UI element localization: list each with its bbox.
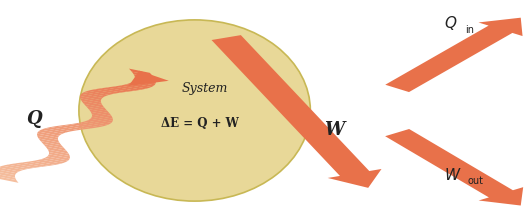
Polygon shape xyxy=(49,152,70,158)
Polygon shape xyxy=(3,165,29,170)
Polygon shape xyxy=(107,86,135,92)
Polygon shape xyxy=(80,96,101,103)
Polygon shape xyxy=(42,128,66,134)
Polygon shape xyxy=(50,126,78,131)
Polygon shape xyxy=(94,88,121,94)
Polygon shape xyxy=(84,104,107,111)
Polygon shape xyxy=(38,139,62,145)
Polygon shape xyxy=(0,173,16,180)
Polygon shape xyxy=(134,74,156,81)
Polygon shape xyxy=(126,83,151,89)
Text: System: System xyxy=(182,82,228,95)
Polygon shape xyxy=(385,18,522,92)
Polygon shape xyxy=(78,122,104,127)
Polygon shape xyxy=(87,119,112,125)
Polygon shape xyxy=(46,147,69,154)
Polygon shape xyxy=(0,176,18,183)
Polygon shape xyxy=(133,79,156,85)
Text: ΔE = Q + W: ΔE = Q + W xyxy=(161,117,239,130)
Polygon shape xyxy=(82,101,105,108)
Polygon shape xyxy=(92,114,113,121)
Polygon shape xyxy=(38,130,62,136)
Polygon shape xyxy=(120,84,147,90)
Polygon shape xyxy=(86,107,109,113)
Polygon shape xyxy=(130,81,154,87)
Polygon shape xyxy=(80,98,102,105)
Polygon shape xyxy=(132,72,155,78)
Polygon shape xyxy=(28,161,55,166)
Polygon shape xyxy=(43,144,66,151)
Polygon shape xyxy=(84,91,109,96)
Polygon shape xyxy=(83,120,108,126)
Polygon shape xyxy=(8,164,35,169)
Text: out: out xyxy=(468,176,483,186)
Polygon shape xyxy=(80,94,103,100)
Polygon shape xyxy=(82,92,105,98)
Polygon shape xyxy=(128,71,169,86)
Text: W: W xyxy=(324,121,344,139)
Polygon shape xyxy=(135,77,156,84)
Polygon shape xyxy=(88,89,115,95)
Polygon shape xyxy=(41,141,64,148)
Polygon shape xyxy=(211,35,381,188)
Text: $Q$: $Q$ xyxy=(444,14,458,32)
Text: in: in xyxy=(466,25,474,35)
Polygon shape xyxy=(14,163,42,168)
Polygon shape xyxy=(34,159,61,165)
Ellipse shape xyxy=(79,20,310,201)
Polygon shape xyxy=(37,131,59,138)
Polygon shape xyxy=(0,166,24,171)
Polygon shape xyxy=(114,86,141,91)
Polygon shape xyxy=(100,88,128,93)
Polygon shape xyxy=(45,127,72,132)
Polygon shape xyxy=(22,162,49,167)
Polygon shape xyxy=(48,150,70,156)
Text: Q: Q xyxy=(26,110,42,128)
Polygon shape xyxy=(90,117,113,123)
Polygon shape xyxy=(89,109,112,116)
Polygon shape xyxy=(0,169,16,175)
Polygon shape xyxy=(47,154,70,161)
Text: $W$: $W$ xyxy=(444,167,462,183)
Polygon shape xyxy=(44,156,68,162)
Polygon shape xyxy=(57,125,85,130)
Polygon shape xyxy=(70,123,98,128)
Polygon shape xyxy=(37,136,59,143)
Polygon shape xyxy=(0,171,15,178)
Polygon shape xyxy=(40,158,65,164)
Polygon shape xyxy=(385,129,523,206)
Polygon shape xyxy=(90,112,113,119)
Polygon shape xyxy=(37,133,58,140)
Polygon shape xyxy=(64,124,92,129)
Polygon shape xyxy=(129,69,153,76)
Polygon shape xyxy=(0,167,19,173)
